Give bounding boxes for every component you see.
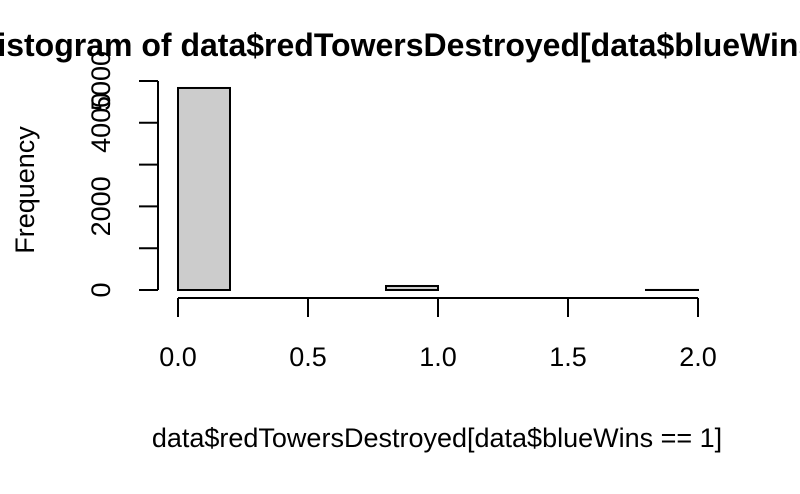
y-tick-label: 5000 [86, 51, 116, 111]
histogram-bar [177, 86, 231, 291]
x-axis-label: data$redTowersDestroyed[data$blueWins ==… [152, 423, 722, 453]
x-tick-label: 0.0 [159, 342, 197, 372]
x-axis: 0.0 0.5 1.0 1.5 2.0 [159, 297, 717, 372]
y-tick-label: 2000 [86, 176, 116, 236]
bars-group [177, 86, 699, 292]
y-tick-label: 0 [86, 282, 116, 297]
histogram-bar [385, 284, 439, 292]
y-axis-label: Frequency [10, 126, 40, 254]
x-tick-label: 2.0 [679, 342, 717, 372]
chart-title: Histogram of data$redTowersDestroyed[dat… [0, 27, 800, 63]
x-tick-label: 0.5 [289, 342, 327, 372]
y-tick-label: 4000 [86, 93, 116, 153]
x-tick-label: 1.5 [549, 342, 587, 372]
x-tick-label: 1.0 [419, 342, 457, 372]
